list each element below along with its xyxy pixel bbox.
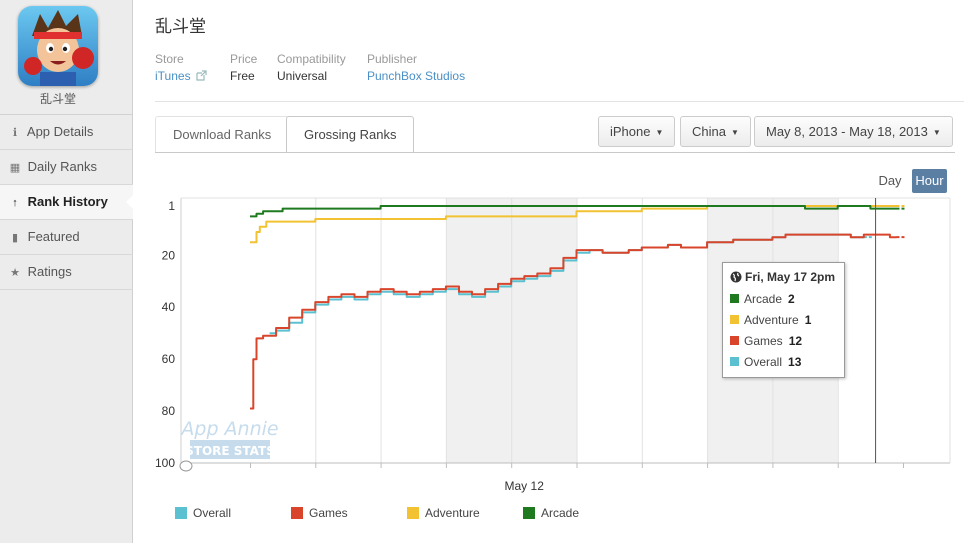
meta-store: Store iTunes (155, 52, 207, 85)
legend-swatch (523, 507, 535, 519)
legend-arcade[interactable]: Arcade (523, 506, 579, 520)
publisher-label: Publisher (367, 52, 418, 66)
device-dropdown[interactable]: iPhone ▼ (598, 116, 676, 147)
legend-swatch (407, 507, 419, 519)
sidebar-item-label: Daily Ranks (27, 159, 97, 174)
sidebar-item-rank-history[interactable]: ↑ Rank History (0, 185, 134, 220)
header-divider (155, 101, 964, 102)
y-tick-label: 60 (162, 352, 176, 366)
date-range-dropdown[interactable]: May 8, 2013 - May 18, 2013 ▼ (754, 116, 953, 147)
legend-swatch (175, 507, 187, 519)
price-value: Free (230, 69, 255, 83)
page-title: 乱斗堂 (155, 17, 206, 37)
chevron-down-icon: ▼ (730, 128, 739, 137)
meta-price: Price Free (230, 52, 257, 85)
granularity-day-button[interactable]: Day (878, 173, 902, 188)
app-icon (18, 6, 98, 86)
y-tick-label: 100 (155, 456, 175, 470)
tab-grossing-ranks[interactable]: Grossing Ranks (286, 116, 415, 153)
sidebar-item-label: Featured (27, 229, 80, 244)
sidebar-item-daily-ranks[interactable]: ▦ Daily Ranks (0, 150, 133, 185)
sidebar-nav: ℹ App Details ▦ Daily Ranks ↑ Rank Histo… (0, 114, 134, 290)
arrow-up-icon: ↑ (12, 197, 18, 209)
x-tick-label: May 12 (505, 479, 545, 493)
sidebar-item-featured[interactable]: ▮ Featured (0, 220, 133, 255)
series-line-arcade (250, 205, 897, 218)
store-link[interactable]: iTunes (155, 67, 207, 85)
meta-compatibility: Compatibility Universal (277, 52, 346, 85)
comment-icon (179, 460, 193, 472)
y-tick-label: 1 (168, 199, 175, 213)
bookmark-icon: ▮ (11, 232, 19, 244)
sidebar-item-app-details[interactable]: ℹ App Details (0, 115, 133, 150)
tab-download-ranks[interactable]: Download Ranks (155, 116, 290, 152)
star-icon: ★ (10, 267, 20, 279)
tooltip-row-adventure: Adventure 1 (730, 313, 811, 327)
tooltip-row-games: Games 12 (730, 334, 802, 348)
legend-adventure[interactable]: Adventure (407, 506, 480, 520)
date-range-value: May 8, 2013 - May 18, 2013 (766, 124, 928, 139)
watermark-band (190, 440, 270, 459)
legend-swatch (291, 507, 303, 519)
tab-underline (155, 152, 955, 153)
info-circle-icon: ℹ (12, 127, 18, 139)
tooltip-row-overall: Overall 13 (730, 355, 801, 369)
compatibility-label: Compatibility (277, 52, 346, 66)
legend-games[interactable]: Games (291, 506, 348, 520)
tooltip-row-arcade: Arcade 2 (730, 292, 795, 306)
sidebar-item-label: Rank History (27, 194, 108, 209)
y-tick-label: 20 (162, 248, 176, 262)
watermark-logo-sub: STORE STATS (185, 444, 275, 458)
chevron-down-icon: ▼ (655, 128, 664, 137)
compatibility-value: Universal (277, 69, 328, 83)
sidebar-item-label: App Details (26, 124, 94, 139)
y-tick-label: 80 (162, 404, 176, 418)
country-dropdown[interactable]: China ▼ (680, 116, 751, 147)
chevron-down-icon: ▼ (932, 128, 941, 137)
series-line-games (250, 233, 897, 410)
chart-tooltip: Fri, May 17 2pm Arcade 2 Adventure 1 Games… (722, 262, 845, 378)
price-label: Price (230, 52, 258, 66)
granularity-hour-button[interactable]: Hour (912, 169, 947, 193)
sidebar-item-ratings[interactable]: ★ Ratings (0, 255, 133, 290)
legend-overall[interactable]: Overall (175, 506, 231, 520)
sidebar: 乱斗堂 ℹ App Details ▦ Daily Ranks ↑ Rank H… (0, 0, 134, 543)
app-name-label: 乱斗堂 (39, 92, 76, 106)
country-value: China (692, 124, 726, 139)
watermark-logo: App Annie (179, 418, 278, 440)
publisher-link[interactable]: PunchBox Studios (367, 69, 466, 83)
meta-publisher: Publisher PunchBox Studios (367, 52, 465, 85)
store-label: Store (155, 52, 184, 66)
y-tick-label: 40 (162, 300, 176, 314)
globe-icon (730, 271, 742, 283)
external-link-icon (196, 70, 207, 81)
tooltip-title: Fri, May 17 2pm (730, 270, 835, 284)
device-value: iPhone (610, 124, 651, 139)
sidebar-item-label: Ratings (27, 264, 72, 279)
calendar-icon: ▦ (9, 162, 21, 174)
